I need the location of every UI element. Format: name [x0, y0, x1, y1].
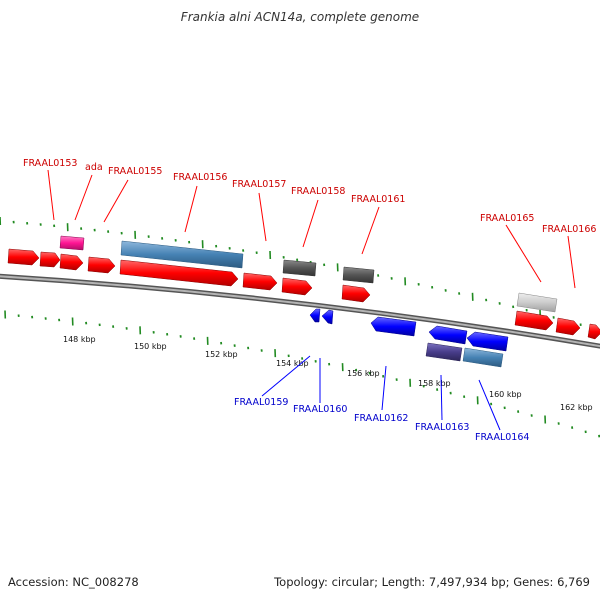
reverse-gene-labels: FRAAL0159 FRAAL0160 FRAAL0162 FRAAL0163 … [234, 355, 529, 443]
feature-fraal0163[interactable] [425, 342, 463, 362]
forward-tick-row [0, 216, 596, 330]
scale-label-154: 154 kbp [276, 359, 309, 368]
gene-fraal0167[interactable] [587, 323, 600, 340]
topology-stats-text: Topology: circular; Length: 7,497,934 bp… [274, 575, 590, 589]
gene-fraal0163[interactable] [428, 325, 468, 345]
label-fraal0153[interactable]: FRAAL0153 [23, 158, 77, 169]
gene-ada[interactable] [59, 253, 84, 271]
feature-fraal0165[interactable] [516, 292, 558, 313]
leader-fraal0156 [184, 185, 198, 233]
gene-fraal0156[interactable] [119, 259, 239, 287]
forward-gene-labels: FRAAL0153 ada FRAAL0155 FRAAL0156 FRAAL0… [23, 158, 596, 289]
leader-fraal0155 [103, 179, 129, 223]
reverse-genes [309, 308, 509, 352]
leader-fraal0153 [47, 169, 55, 221]
leader-fraal0157 [258, 192, 267, 242]
leader-fraal0158 [302, 199, 319, 248]
label-fraal0157[interactable]: FRAAL0157 [232, 179, 286, 190]
label-fraal0163[interactable]: FRAAL0163 [415, 422, 469, 433]
gene-fraal0152[interactable] [7, 248, 40, 266]
feature-fraal0161[interactable] [342, 266, 375, 284]
gene-fraal0157[interactable] [242, 272, 278, 291]
label-fraal0161[interactable]: FRAAL0161 [351, 194, 405, 205]
feature-fraal0164[interactable] [462, 347, 504, 368]
label-fraal0155[interactable]: FRAAL0155 [108, 166, 162, 177]
gene-fraal0162[interactable] [370, 316, 417, 337]
gene-fraal0164[interactable] [466, 331, 509, 352]
leader-fraal0165 [505, 224, 542, 283]
feature-track [59, 235, 558, 368]
scale-label-158: 158 kbp [418, 379, 451, 388]
gene-fraal0153[interactable] [39, 251, 61, 268]
backbone [0, 273, 600, 349]
gene-fraal0159[interactable] [309, 308, 321, 323]
gene-fraal0166[interactable] [555, 317, 581, 336]
gene-fraal0160[interactable] [321, 309, 334, 325]
gene-fraal0158[interactable] [281, 277, 313, 296]
reverse-tick-row [4, 310, 600, 438]
label-fraal0166[interactable]: FRAAL0166 [542, 224, 596, 235]
label-fraal0164[interactable]: FRAAL0164 [475, 432, 529, 443]
label-fraal0160[interactable]: FRAAL0160 [293, 404, 347, 415]
leader-fraal0166 [567, 235, 576, 289]
label-fraal0159[interactable]: FRAAL0159 [234, 397, 288, 408]
scale-labels: 148 kbp 150 kbp 152 kbp 154 kbp 156 kbp … [63, 335, 593, 412]
leader-ada [74, 174, 93, 221]
leader-fraal0164 [478, 379, 501, 431]
scale-label-156: 156 kbp [347, 369, 380, 378]
feature-fraal0158[interactable] [282, 259, 317, 277]
label-fraal0165[interactable]: FRAAL0165 [480, 213, 534, 224]
label-fraal0158[interactable]: FRAAL0158 [291, 186, 345, 197]
feature-fraal0156[interactable] [120, 240, 244, 269]
map-title: Frankia alni ACN14a, complete genome [180, 10, 420, 24]
scale-label-150: 150 kbp [134, 342, 167, 351]
rna-feature-ada[interactable] [59, 235, 85, 251]
leader-fraal0162 [381, 365, 387, 411]
gene-fraal0161[interactable] [341, 284, 371, 303]
leader-fraal0161 [361, 206, 380, 255]
leader-fraal0159 [261, 355, 311, 397]
leader-fraal0163 [440, 374, 443, 421]
forward-genes [7, 248, 600, 340]
scale-label-148: 148 kbp [63, 335, 96, 344]
scale-label-160: 160 kbp [489, 390, 522, 399]
accession-text: Accession: NC_008278 [8, 575, 139, 589]
label-fraal0162[interactable]: FRAAL0162 [354, 413, 408, 424]
scale-label-152: 152 kbp [205, 350, 238, 359]
gene-fraal0165[interactable] [514, 310, 554, 331]
label-ada[interactable]: ada [85, 162, 103, 173]
gene-fraal0155[interactable] [87, 256, 116, 274]
label-fraal0156[interactable]: FRAAL0156 [173, 172, 227, 183]
scale-label-162: 162 kbp [560, 403, 593, 412]
